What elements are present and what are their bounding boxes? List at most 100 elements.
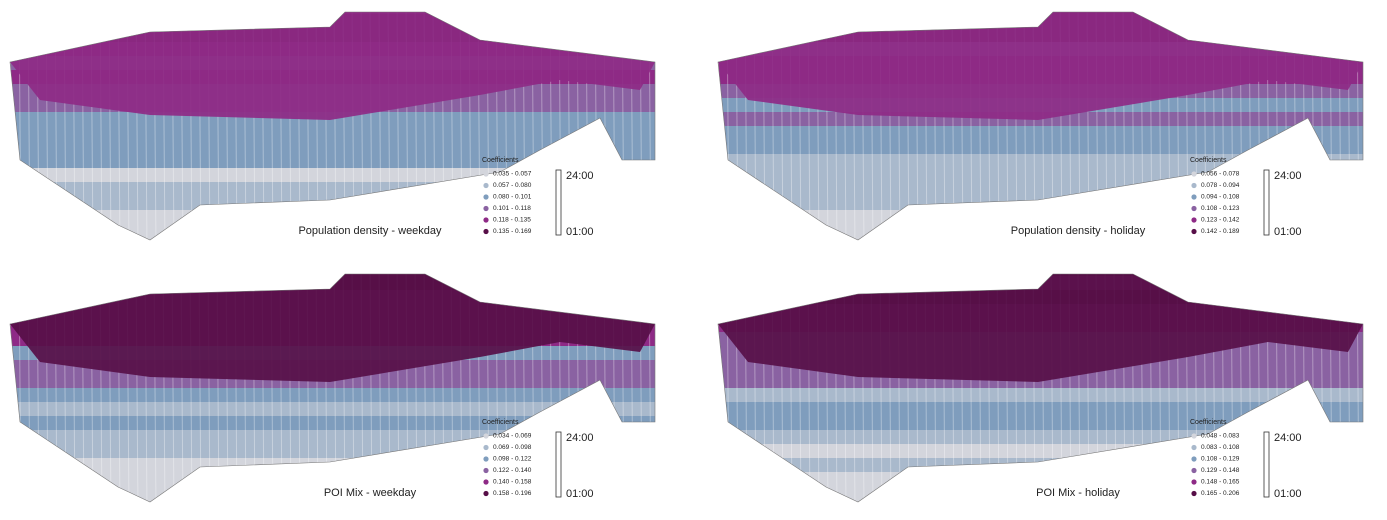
time-band bbox=[0, 154, 690, 168]
legend-swatch bbox=[1191, 456, 1196, 461]
legend-label: 0.048 - 0.083 bbox=[1201, 433, 1240, 440]
column-edge bbox=[658, 262, 660, 512]
legend-swatch bbox=[1191, 433, 1196, 438]
legend-swatch bbox=[483, 183, 488, 188]
legend-title: Coefficients bbox=[1190, 419, 1227, 426]
time-band bbox=[0, 458, 690, 472]
time-band bbox=[0, 416, 690, 430]
legend-swatch bbox=[1191, 479, 1196, 484]
time-band bbox=[708, 154, 1387, 168]
time-top: 24:00 bbox=[566, 432, 594, 444]
time-band bbox=[708, 500, 1387, 514]
column-edge bbox=[1303, 262, 1305, 512]
time-axis-bar bbox=[1264, 170, 1269, 235]
time-band bbox=[0, 196, 690, 210]
time-top: 24:00 bbox=[1274, 170, 1302, 182]
time-band bbox=[708, 0, 1387, 14]
legend-title: Coefficients bbox=[1190, 157, 1227, 164]
time-bottom: 01:00 bbox=[566, 226, 594, 238]
time-band bbox=[0, 402, 690, 416]
panel: POI Mix - weekday Coefficients 0.034 - 0.0… bbox=[0, 262, 690, 514]
legend-swatch bbox=[483, 433, 488, 438]
time-band bbox=[0, 472, 690, 486]
legend-label: 0.158 - 0.196 bbox=[493, 490, 532, 497]
legend-label: 0.035 - 0.057 bbox=[493, 171, 532, 178]
time-bottom: 01:00 bbox=[566, 488, 594, 500]
legend-swatch bbox=[1191, 171, 1196, 176]
legend-label: 0.057 - 0.080 bbox=[493, 182, 532, 189]
legend-swatch bbox=[1191, 194, 1196, 199]
legend-swatch bbox=[483, 217, 488, 222]
time-band bbox=[708, 140, 1387, 154]
legend-swatch bbox=[1191, 491, 1196, 496]
column-edge bbox=[10, 262, 12, 512]
legend-label: 0.142 - 0.189 bbox=[1201, 228, 1240, 235]
column-edge bbox=[658, 0, 660, 250]
legend-label: 0.098 - 0.122 bbox=[493, 456, 532, 463]
column-edge bbox=[718, 0, 720, 250]
legend-swatch bbox=[483, 171, 488, 176]
time-band bbox=[708, 402, 1387, 416]
legend-label: 0.135 - 0.169 bbox=[493, 228, 532, 235]
legend-swatch bbox=[1191, 229, 1196, 234]
legend-title: Coefficients bbox=[482, 157, 519, 164]
legend-swatch bbox=[483, 206, 488, 211]
column-edge bbox=[1303, 0, 1305, 250]
legend-swatch bbox=[483, 479, 488, 484]
legend-swatch bbox=[483, 445, 488, 450]
time-band bbox=[0, 388, 690, 402]
legend-swatch bbox=[1191, 183, 1196, 188]
panel: Population density - weekday Coefficients… bbox=[0, 0, 690, 252]
legend-label: 0.123 - 0.142 bbox=[1201, 217, 1240, 224]
time-band bbox=[708, 238, 1387, 252]
legend-label: 0.108 - 0.123 bbox=[1201, 205, 1240, 212]
column-edge bbox=[718, 262, 720, 512]
legend-label: 0.148 - 0.165 bbox=[1201, 479, 1240, 486]
legend-swatch bbox=[483, 194, 488, 199]
legend-title: Coefficients bbox=[482, 419, 519, 426]
legend-swatch bbox=[483, 491, 488, 496]
legend-swatch bbox=[483, 456, 488, 461]
panel: POI Mix - holiday Coefficients 0.048 - 0.0… bbox=[708, 262, 1387, 514]
legend-label: 0.101 - 0.118 bbox=[493, 205, 531, 212]
panel: Population density - holiday Coefficients… bbox=[708, 0, 1387, 252]
time-band bbox=[708, 388, 1387, 402]
column-edge bbox=[1366, 262, 1368, 512]
legend-swatch bbox=[1191, 206, 1196, 211]
time-axis-bar bbox=[1264, 432, 1269, 497]
legend-label: 0.078 - 0.094 bbox=[1201, 182, 1240, 189]
time-bottom: 01:00 bbox=[1274, 488, 1302, 500]
legend-swatch bbox=[1191, 445, 1196, 450]
panel-title: POI Mix - weekday bbox=[324, 487, 417, 499]
time-band bbox=[0, 238, 690, 252]
time-band bbox=[708, 416, 1387, 430]
column-edge bbox=[595, 0, 597, 250]
legend-swatch bbox=[483, 468, 488, 473]
figure: Population density - weekday Coefficients… bbox=[0, 0, 1387, 520]
time-band bbox=[0, 140, 690, 154]
time-band bbox=[0, 210, 690, 224]
legend-swatch bbox=[1191, 217, 1196, 222]
legend-label: 0.080 - 0.101 bbox=[493, 194, 532, 201]
legend-label: 0.140 - 0.158 bbox=[493, 479, 532, 486]
time-axis-bar bbox=[556, 170, 561, 235]
legend-label: 0.122 - 0.140 bbox=[493, 467, 532, 474]
legend-label: 0.165 - 0.206 bbox=[1201, 490, 1240, 497]
panel-title: POI Mix - holiday bbox=[1036, 487, 1120, 499]
panel-title: Population density - holiday bbox=[1011, 225, 1146, 237]
legend-swatch bbox=[1191, 468, 1196, 473]
time-band bbox=[0, 500, 690, 514]
column-edge bbox=[1366, 0, 1368, 250]
legend-swatch bbox=[483, 229, 488, 234]
legend-label: 0.118 - 0.135 bbox=[493, 217, 531, 224]
legend-label: 0.129 - 0.148 bbox=[1201, 467, 1240, 474]
time-axis-bar bbox=[556, 432, 561, 497]
time-band bbox=[708, 126, 1387, 140]
time-bottom: 01:00 bbox=[1274, 226, 1302, 238]
legend-label: 0.034 - 0.069 bbox=[493, 433, 532, 440]
panel-title: Population density - weekday bbox=[298, 225, 442, 237]
legend-label: 0.108 - 0.129 bbox=[1201, 456, 1240, 463]
time-band bbox=[708, 262, 1387, 276]
legend-label: 0.069 - 0.098 bbox=[493, 444, 532, 451]
legend-label: 0.056 - 0.078 bbox=[1201, 171, 1240, 178]
